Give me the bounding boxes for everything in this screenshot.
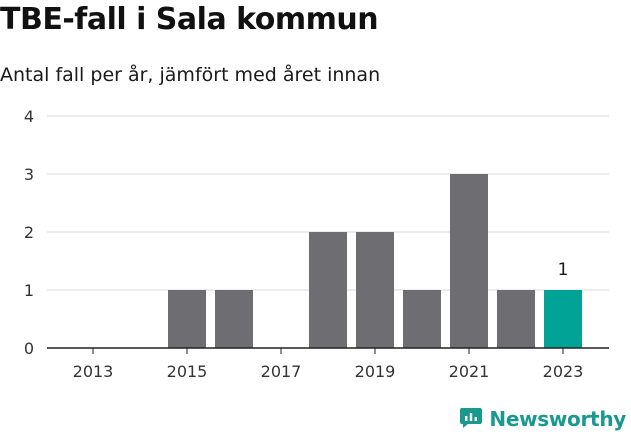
newsworthy-brand: Newsworthy <box>459 405 626 433</box>
data-label: 1 <box>558 260 569 280</box>
y-tick-label: 2 <box>24 223 34 242</box>
chart-title: TBE-fall i Sala kommun <box>0 2 379 37</box>
x-tick-label: 2019 <box>355 362 396 381</box>
bar <box>215 290 253 348</box>
bar <box>450 174 488 348</box>
bar <box>497 290 535 348</box>
bar <box>168 290 206 348</box>
newsworthy-logo-icon <box>459 405 483 433</box>
y-tick-labels: 0 1 2 3 4 <box>24 107 34 358</box>
x-tick-label: 2023 <box>543 362 584 381</box>
data-labels: 1 <box>558 260 569 280</box>
x-tick-label: 2013 <box>73 362 114 381</box>
x-tick-label: 2021 <box>449 362 490 381</box>
y-tick-label: 1 <box>24 281 34 300</box>
bar <box>356 232 394 348</box>
bar <box>403 290 441 348</box>
brand-name: Newsworthy <box>489 407 626 431</box>
bars <box>168 174 582 348</box>
chart-subtitle: Antal fall per år, jämfört med året inna… <box>0 64 381 86</box>
y-tick-label: 4 <box>24 107 34 126</box>
y-tick-label: 3 <box>24 165 34 184</box>
bar-highlighted <box>544 290 582 348</box>
x-axis <box>47 347 609 354</box>
bar <box>309 232 347 348</box>
x-tick-label: 2017 <box>261 362 302 381</box>
x-tick-label: 2015 <box>167 362 208 381</box>
x-tick-labels: 2013 2015 2017 2019 2021 2023 <box>73 362 584 381</box>
y-tick-label: 0 <box>24 339 34 358</box>
